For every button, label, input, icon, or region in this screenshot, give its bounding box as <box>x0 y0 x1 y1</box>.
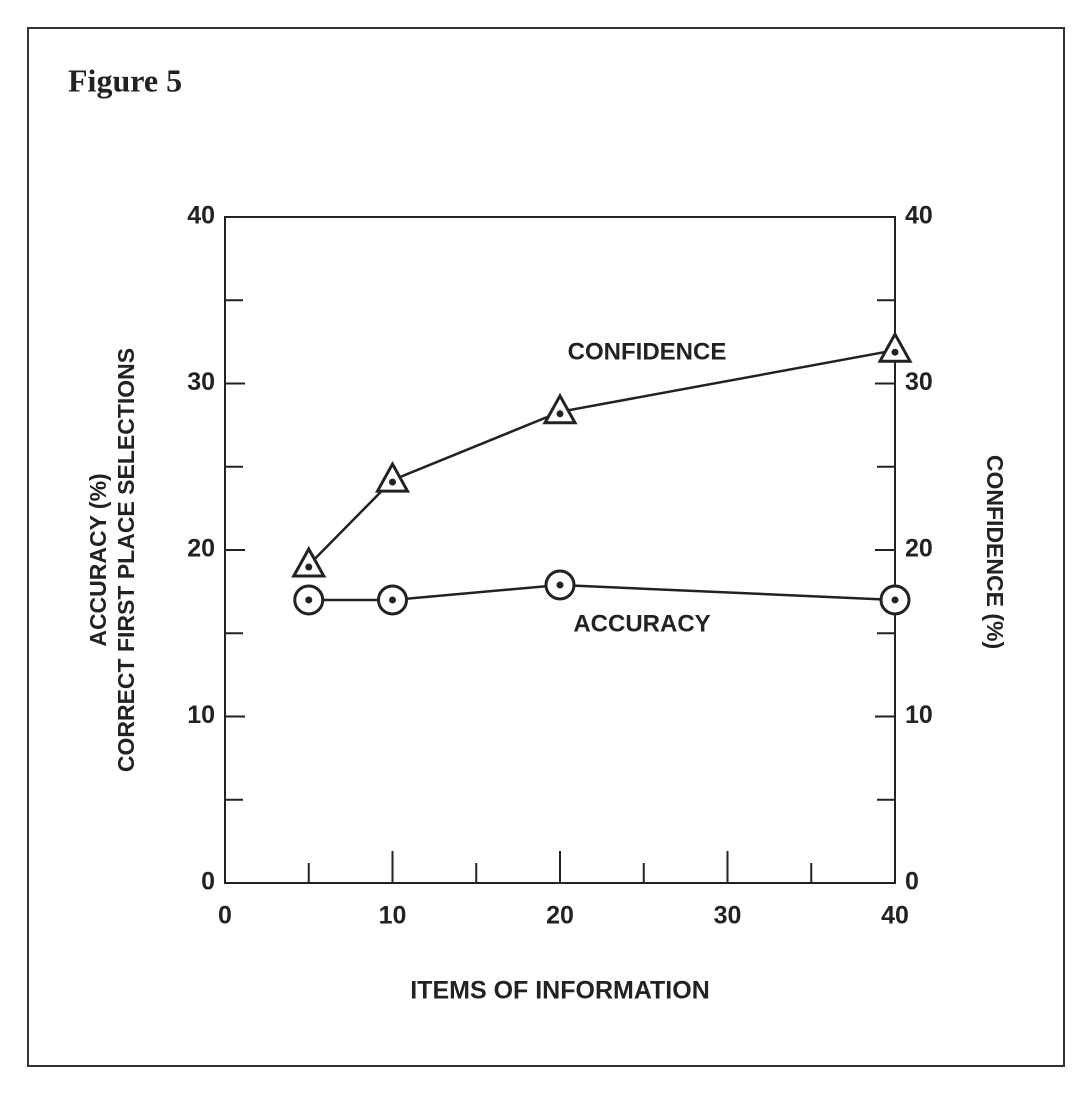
y-tick-label: 0 <box>201 868 215 896</box>
series-line <box>307 348 896 566</box>
x-tick-label: 10 <box>379 902 407 930</box>
marker-triangle <box>291 545 327 578</box>
y-axis-label: ACCURACY (%) <box>85 473 111 646</box>
y-tick-label: 30 <box>187 368 215 396</box>
y2-tick-label: 10 <box>905 701 933 729</box>
marker-dot <box>891 348 899 356</box>
marker-triangle <box>542 392 578 425</box>
marker-dot <box>305 563 313 571</box>
x-axis-label: ITEMS OF INFORMATION <box>410 977 710 1005</box>
marker-dot <box>389 478 396 486</box>
series-label: CONFIDENCE <box>568 338 727 365</box>
marker-triangle <box>374 460 411 493</box>
x-tick-label: 20 <box>546 902 574 930</box>
y2-tick-label: 30 <box>905 368 933 396</box>
series-label: ACCURACY <box>573 610 710 637</box>
y2-tick-label: 0 <box>905 868 919 896</box>
chart-title: Figure 5 <box>68 62 182 98</box>
y2-tick-label: 40 <box>905 202 933 230</box>
y2-axis-label: CONFIDENCE (%) <box>982 455 1008 649</box>
marker-dot <box>389 596 396 604</box>
y-tick-label: 10 <box>187 701 215 729</box>
marker-dot <box>891 596 899 604</box>
x-tick-label: 40 <box>881 902 909 930</box>
marker-dot <box>556 581 564 589</box>
y2-tick-label: 20 <box>905 535 933 563</box>
y-tick-label: 40 <box>187 202 215 230</box>
y-tick-label: 20 <box>187 535 215 563</box>
marker-dot <box>305 596 313 604</box>
series-line <box>308 583 896 602</box>
y-axis-label: CORRECT FIRST PLACE SELECTIONS <box>113 348 139 772</box>
frame <box>27 27 1065 1067</box>
x-tick-label: 0 <box>218 902 232 930</box>
marker-triangle <box>877 331 913 363</box>
plot-area <box>224 216 896 884</box>
x-tick-label: 30 <box>714 902 742 930</box>
marker-dot <box>556 410 564 418</box>
